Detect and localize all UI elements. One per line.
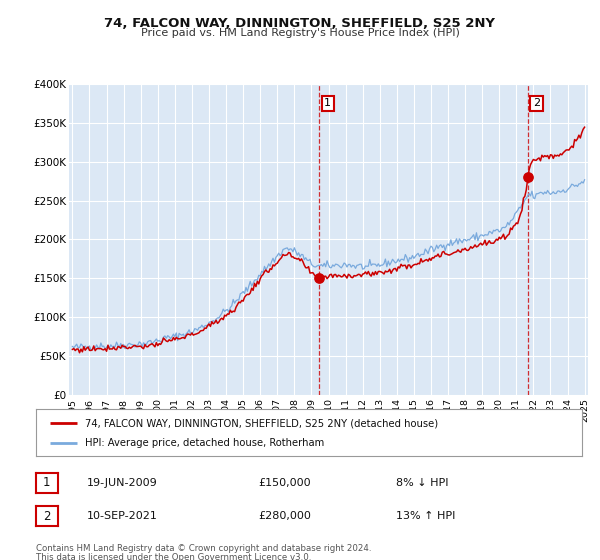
Text: 1: 1 bbox=[325, 99, 331, 109]
Text: Price paid vs. HM Land Registry's House Price Index (HPI): Price paid vs. HM Land Registry's House … bbox=[140, 28, 460, 38]
Point bbox=[523, 172, 533, 181]
Text: £280,000: £280,000 bbox=[258, 511, 311, 521]
Text: 74, FALCON WAY, DINNINGTON, SHEFFIELD, S25 2NY: 74, FALCON WAY, DINNINGTON, SHEFFIELD, S… bbox=[104, 17, 496, 30]
Text: 1: 1 bbox=[43, 476, 50, 489]
Text: Contains HM Land Registry data © Crown copyright and database right 2024.: Contains HM Land Registry data © Crown c… bbox=[36, 544, 371, 553]
Text: 2: 2 bbox=[43, 510, 50, 523]
Text: 8% ↓ HPI: 8% ↓ HPI bbox=[396, 478, 449, 488]
Text: 19-JUN-2009: 19-JUN-2009 bbox=[87, 478, 158, 488]
Text: 10-SEP-2021: 10-SEP-2021 bbox=[87, 511, 158, 521]
Point bbox=[314, 274, 324, 283]
Text: 13% ↑ HPI: 13% ↑ HPI bbox=[396, 511, 455, 521]
Text: 2: 2 bbox=[533, 99, 540, 109]
Text: HPI: Average price, detached house, Rotherham: HPI: Average price, detached house, Roth… bbox=[85, 438, 325, 448]
Text: £150,000: £150,000 bbox=[258, 478, 311, 488]
Text: This data is licensed under the Open Government Licence v3.0.: This data is licensed under the Open Gov… bbox=[36, 553, 311, 560]
Text: 74, FALCON WAY, DINNINGTON, SHEFFIELD, S25 2NY (detached house): 74, FALCON WAY, DINNINGTON, SHEFFIELD, S… bbox=[85, 418, 438, 428]
